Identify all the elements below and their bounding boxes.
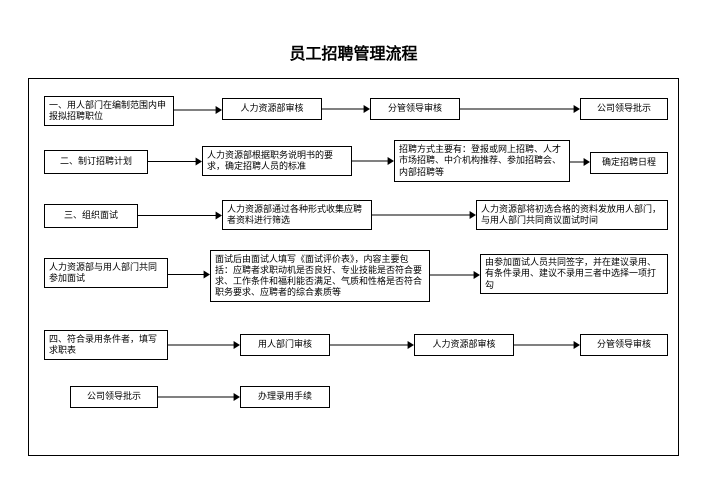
flow-node-label: 人力资源部将初选合格的资料发放用人部门，与用人部门共同商议面试时间 (481, 204, 663, 227)
flow-node-n9: 三、组织面试 (44, 204, 138, 228)
flow-node-label: 人力资源部审核 (240, 103, 303, 114)
flow-node-n11: 人力资源部将初选合格的资料发放用人部门，与用人部门共同商议面试时间 (476, 200, 668, 230)
flow-node-label: 办理录用手续 (258, 391, 312, 402)
flow-node-n8: 确定招聘日程 (590, 152, 668, 174)
flow-node-n13: 面试后由面试人填写《面试评价表》，内容主要包括：应聘者求职动机是否良好、专业技能… (210, 250, 430, 302)
flow-node-label: 分管领导审核 (388, 103, 442, 114)
flow-node-label: 招聘方式主要有：登报或网上招聘、人才市场招聘、中介机构推荐、参加招聘会、内部招聘… (399, 144, 565, 178)
flow-node-n19: 公司领导批示 (70, 386, 158, 408)
flow-node-n2: 人力资源部审核 (222, 98, 322, 120)
flow-node-label: 用人部门审核 (258, 339, 312, 350)
flow-node-n6: 人力资源部根据职务说明书的要求，确定招聘人员的标准 (202, 146, 352, 176)
flow-node-n3: 分管领导审核 (370, 98, 460, 120)
flow-node-label: 二、制订招聘计划 (60, 156, 132, 167)
flow-node-label: 公司领导批示 (597, 103, 651, 114)
flow-node-n17: 人力资源部审核 (414, 334, 514, 356)
flow-node-n1: 一、用人部门在编制范围内申报拟招聘职位 (44, 96, 174, 126)
flow-node-n18: 分管领导审核 (580, 334, 668, 356)
flow-node-n12: 人力资源部与用人部门共同参加面试 (44, 258, 168, 288)
flow-node-n10: 人力资源部通过各种形式收集应聘者资料进行筛选 (222, 200, 372, 230)
flow-node-label: 确定招聘日程 (602, 157, 656, 168)
flow-node-n7: 招聘方式主要有：登报或网上招聘、人才市场招聘、中介机构推荐、参加招聘会、内部招聘… (394, 140, 570, 182)
flow-node-label: 公司领导批示 (87, 391, 141, 402)
flow-node-label: 三、组织面试 (64, 210, 118, 221)
flow-node-n5: 二、制订招聘计划 (44, 150, 148, 174)
flow-node-label: 四、符合录用条件者，填写求职表 (49, 334, 163, 357)
flow-node-label: 面试后由面试人填写《面试评价表》，内容主要包括：应聘者求职动机是否良好、专业技能… (215, 254, 425, 299)
flow-node-label: 人力资源部通过各种形式收集应聘者资料进行筛选 (227, 204, 367, 227)
flow-node-label: 人力资源部与用人部门共同参加面试 (49, 262, 163, 285)
flow-node-n4: 公司领导批示 (580, 98, 668, 120)
flow-node-label: 由参加面试人员共同签字，并在建议录用、有条件录用、建议不录用三者中选择一项打勾 (485, 257, 663, 291)
flow-node-n14: 由参加面试人员共同签字，并在建议录用、有条件录用、建议不录用三者中选择一项打勾 (480, 254, 668, 294)
flow-node-label: 人力资源部审核 (432, 339, 495, 350)
flow-node-label: 人力资源部根据职务说明书的要求，确定招聘人员的标准 (207, 150, 347, 173)
diagram-title: 员工招聘管理流程 (0, 40, 707, 64)
flow-node-label: 一、用人部门在编制范围内申报拟招聘职位 (49, 100, 169, 123)
flow-node-n20: 办理录用手续 (240, 386, 330, 408)
flow-node-n15: 四、符合录用条件者，填写求职表 (44, 330, 168, 360)
flow-node-n16: 用人部门审核 (240, 334, 330, 356)
flowchart-canvas: 员工招聘管理流程一、用人部门在编制范围内申报拟招聘职位人力资源部审核分管领导审核… (0, 0, 707, 500)
flow-node-label: 分管领导审核 (597, 339, 651, 350)
